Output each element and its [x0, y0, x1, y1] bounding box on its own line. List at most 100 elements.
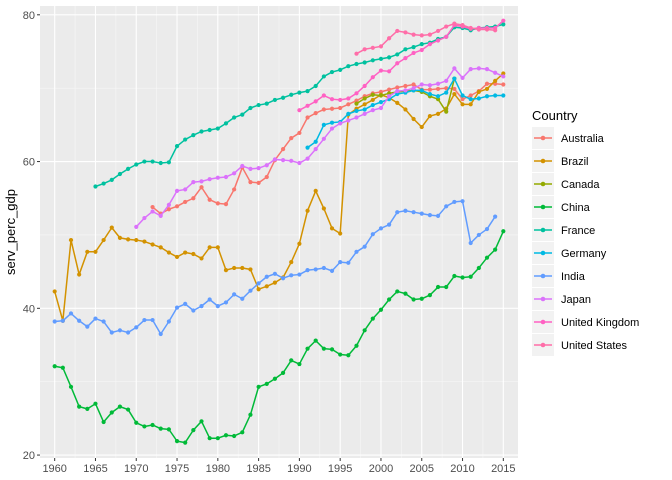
legend-item-japan: Japan [532, 288, 591, 310]
data-point-france [264, 101, 269, 106]
data-point-brazil [117, 235, 123, 240]
data-point-india [313, 267, 318, 272]
data-point-japan [411, 86, 416, 91]
legend-label: United Kingdom [561, 317, 639, 329]
legend-item-united-states: United States [532, 334, 628, 356]
data-point-brazil [240, 265, 245, 271]
data-point-india [174, 305, 180, 310]
data-point-india [166, 319, 171, 324]
data-point-australia [223, 202, 229, 207]
x-tick-label: 2010 [450, 463, 474, 475]
data-point-india [346, 260, 351, 265]
data-point-china [362, 328, 367, 333]
data-point-australia [501, 82, 506, 87]
data-point-china [427, 293, 433, 298]
data-point-france [101, 181, 106, 186]
data-point-brazil [338, 231, 343, 236]
data-point-united-states [444, 24, 449, 29]
data-point-japan [395, 89, 400, 94]
data-point-germany [427, 91, 433, 97]
data-point-japan [183, 187, 188, 192]
y-tick-label: 60 [23, 157, 35, 169]
data-point-united-states [460, 22, 465, 28]
data-point-australia [403, 83, 408, 89]
data-point-united-states [362, 47, 367, 52]
data-point-germany [321, 122, 326, 127]
data-point-china [460, 275, 465, 280]
series-china [52, 229, 506, 445]
data-point-france [215, 126, 220, 131]
data-point-brazil [77, 272, 82, 277]
data-point-germany [444, 90, 449, 95]
data-point-germany [435, 94, 441, 99]
data-point-japan [452, 66, 457, 71]
data-point-india [60, 318, 65, 323]
data-point-india [52, 319, 57, 324]
data-point-china [435, 284, 441, 290]
data-point-france [183, 137, 188, 142]
data-point-japan [419, 82, 424, 87]
data-point-united-kingdom [419, 47, 424, 53]
data-point-india [297, 272, 302, 277]
data-point-japan [297, 160, 302, 166]
data-point-australia [256, 180, 261, 185]
x-tick-label: 1990 [287, 463, 311, 475]
data-point-japan [240, 163, 245, 169]
x-tick-label: 1970 [124, 463, 148, 475]
data-point-united-states [484, 27, 490, 32]
data-point-brazil [264, 284, 269, 289]
data-point-brazil [313, 188, 318, 194]
data-point-france [272, 97, 278, 103]
legend-item-germany: Germany [532, 242, 607, 264]
data-point-brazil [476, 89, 481, 94]
data-point-australia [452, 86, 457, 92]
data-point-germany [395, 91, 400, 97]
data-point-united-kingdom [321, 93, 326, 98]
data-point-germany [468, 97, 473, 102]
data-point-japan [158, 213, 163, 218]
data-point-india [150, 317, 155, 323]
data-point-canada [378, 93, 384, 98]
data-point-australia [232, 187, 237, 192]
data-point-china [207, 436, 212, 441]
data-point-brazil [411, 116, 416, 122]
data-point-united-kingdom [435, 38, 441, 43]
x-tick-label: 2000 [369, 463, 393, 475]
data-point-china [313, 338, 318, 343]
data-point-china [77, 404, 82, 409]
data-point-united-kingdom [346, 96, 351, 101]
data-point-united-states [493, 28, 498, 33]
data-point-united-kingdom [378, 68, 384, 73]
data-point-india [280, 276, 286, 281]
data-point-brazil [362, 102, 367, 107]
data-point-china [117, 404, 123, 409]
data-point-brazil [52, 289, 57, 294]
data-point-china [109, 410, 114, 415]
data-point-india [248, 288, 253, 293]
data-point-united-states [403, 30, 408, 35]
data-point-france [142, 159, 147, 164]
data-point-australia [150, 204, 155, 210]
x-tick-label: 2005 [410, 463, 434, 475]
data-point-united-kingdom [395, 61, 400, 66]
data-point-china [125, 407, 131, 412]
data-point-canada [387, 91, 392, 96]
data-point-brazil [468, 102, 473, 107]
data-point-china [52, 364, 57, 369]
data-point-australia [207, 197, 212, 202]
data-point-japan [191, 180, 196, 185]
data-point-brazil [215, 245, 220, 250]
data-point-australia [321, 107, 326, 112]
data-point-france [256, 102, 261, 108]
data-point-japan [427, 83, 433, 88]
data-point-france [354, 61, 359, 67]
data-point-japan [199, 179, 204, 184]
y-tick-label: 20 [23, 450, 35, 462]
series-line-japan [135, 67, 504, 228]
data-point-japan [346, 118, 351, 123]
data-point-brazil [109, 225, 114, 230]
data-point-france [419, 42, 424, 47]
data-point-japan [354, 115, 359, 120]
legend-item-canada: Canada [532, 173, 600, 195]
data-point-india [411, 210, 416, 215]
